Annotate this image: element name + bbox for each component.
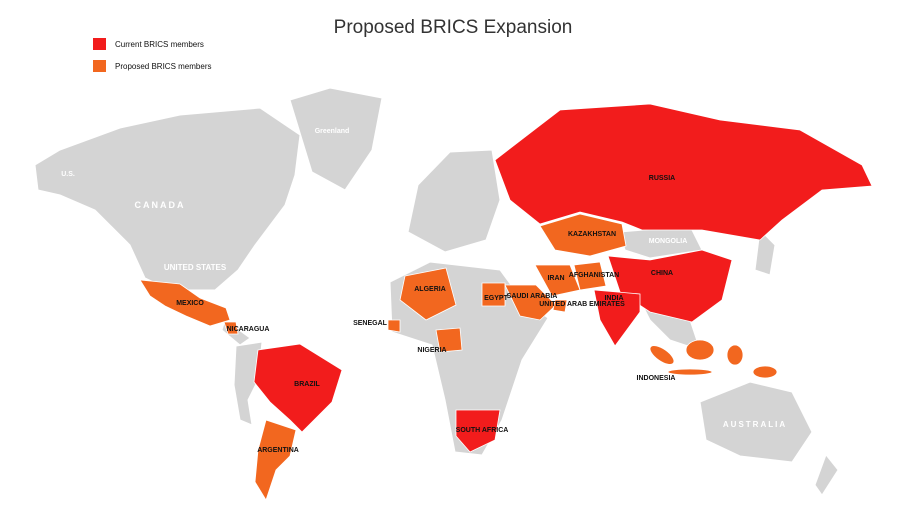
- country: [139, 279, 231, 327]
- country: [387, 319, 401, 333]
- title: Proposed BRICS Expansion: [334, 17, 573, 38]
- country-label: BRAZIL: [294, 381, 320, 388]
- legend-label: Current BRICS members: [115, 40, 204, 49]
- country: [504, 284, 557, 321]
- country-label: EGYPT: [484, 295, 508, 302]
- country-label: AUSTRALIA: [723, 420, 787, 429]
- country-label: INDIA: [604, 295, 623, 302]
- country-label: CANADA: [135, 200, 186, 210]
- country: [539, 213, 627, 257]
- country-label: SOUTH AFRICA: [456, 427, 509, 434]
- country-label: U.S.: [61, 171, 75, 178]
- country: [649, 339, 778, 379]
- country-label: INDONESIA: [637, 375, 676, 382]
- country-label: UNITED STATES: [164, 263, 227, 272]
- country-label: SAUDI ARABIA: [507, 293, 558, 300]
- country: [254, 419, 297, 501]
- country: [552, 299, 568, 313]
- country-label: Greenland: [315, 128, 350, 135]
- country-label: IRAN: [547, 275, 564, 282]
- country-label: KAZAKHSTAN: [568, 231, 616, 238]
- country: [573, 261, 607, 291]
- country: [223, 321, 239, 335]
- country-label: RUSSIA: [649, 175, 675, 182]
- country: [481, 282, 506, 307]
- legend-label: Proposed BRICS members: [115, 62, 211, 71]
- legend-swatch: [93, 38, 106, 50]
- country-label: ARGENTINA: [257, 447, 299, 454]
- country-label: NIGERIA: [417, 347, 446, 354]
- country: [435, 327, 463, 353]
- countries: [139, 103, 873, 501]
- country: [399, 267, 457, 321]
- country: [494, 103, 873, 241]
- country: [455, 409, 501, 453]
- legend-swatch: [93, 60, 106, 72]
- country-label: ALGERIA: [414, 286, 446, 293]
- country: [593, 289, 641, 347]
- country-label: UNITED ARAB EMIRATES: [539, 301, 625, 308]
- country-label: MEXICO: [176, 300, 204, 307]
- country-label: AFGHANISTAN: [569, 272, 619, 279]
- country-label: CHINA: [651, 270, 673, 277]
- country-label: NICARAGUA: [227, 326, 270, 333]
- country-label: MONGOLIA: [649, 238, 688, 245]
- country-label: SENEGAL: [353, 320, 388, 327]
- country: [253, 343, 343, 433]
- labels: U.S. CANADA Greenland UNITED STATES MEXI…: [61, 128, 787, 454]
